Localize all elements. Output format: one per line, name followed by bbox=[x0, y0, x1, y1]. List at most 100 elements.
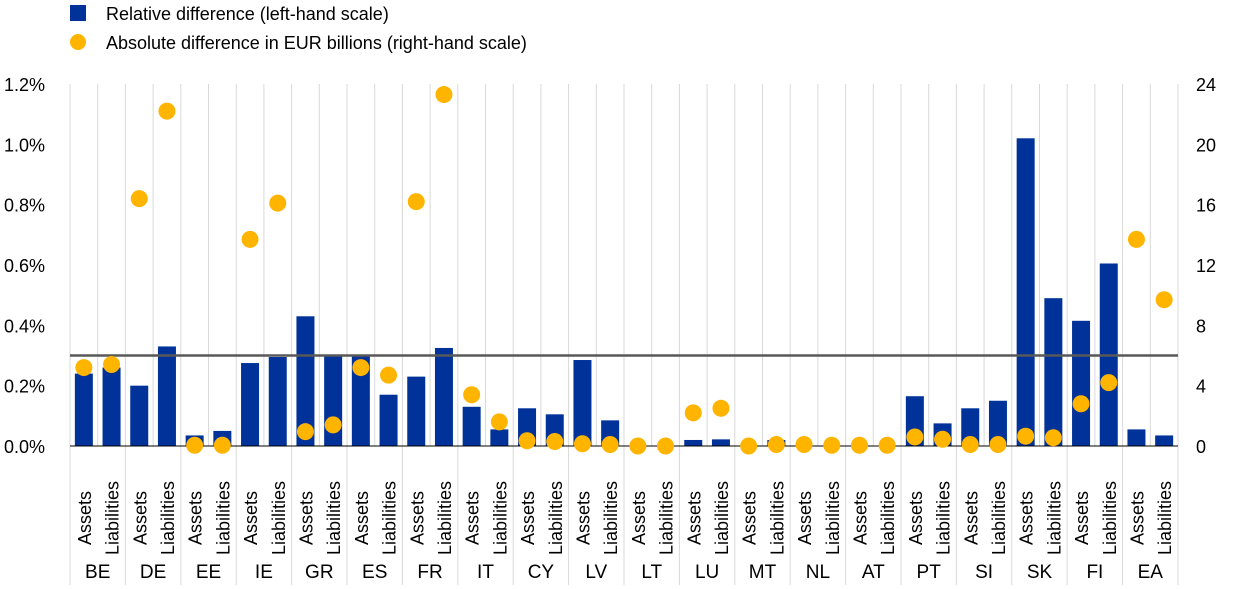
right-tick-label: 8 bbox=[1196, 316, 1206, 336]
dot bbox=[629, 437, 647, 455]
bar bbox=[434, 347, 453, 446]
dot bbox=[906, 428, 924, 446]
sub-category-label: Liabilities bbox=[324, 481, 344, 555]
country-label: IT bbox=[477, 562, 494, 583]
bar bbox=[988, 400, 1007, 446]
dots-layer bbox=[75, 86, 1173, 455]
bar bbox=[1155, 435, 1174, 446]
country-label: SI bbox=[975, 562, 993, 583]
dot bbox=[103, 356, 121, 374]
dot bbox=[324, 416, 342, 434]
country-label: FI bbox=[1086, 562, 1103, 583]
bar bbox=[961, 408, 980, 446]
sub-category-label: Assets bbox=[75, 491, 95, 545]
dot bbox=[352, 359, 370, 377]
legend-relative-label: Relative difference (left-hand scale) bbox=[106, 4, 389, 24]
sub-category-label: Liabilities bbox=[380, 481, 400, 555]
bar bbox=[157, 346, 176, 446]
dot bbox=[1100, 374, 1118, 392]
right-tick-label: 0 bbox=[1196, 437, 1206, 457]
sub-category-label: Liabilities bbox=[103, 481, 123, 555]
dot bbox=[158, 102, 176, 120]
dot bbox=[961, 435, 979, 453]
dot bbox=[601, 435, 619, 453]
dot bbox=[463, 386, 481, 404]
country-label: LV bbox=[585, 562, 607, 583]
dot bbox=[1155, 291, 1173, 309]
country-label: MT bbox=[749, 562, 777, 583]
dot bbox=[130, 190, 148, 208]
country-label: PT bbox=[917, 562, 942, 583]
bar bbox=[684, 439, 703, 446]
sub-category-label: Assets bbox=[961, 491, 981, 545]
sub-category-label: Liabilities bbox=[767, 481, 787, 555]
sub-category-label: Assets bbox=[795, 491, 815, 545]
sub-category-label: Liabilities bbox=[878, 481, 898, 555]
sub-category-label: Liabilities bbox=[269, 481, 289, 555]
country-label: LU bbox=[695, 562, 719, 583]
left-axis: 0.0% 0.2% 0.4% 0.6% 0.8% 1.0% 1.2% bbox=[4, 75, 45, 457]
country-label: BE bbox=[85, 562, 110, 583]
sub-category-label: Assets bbox=[850, 491, 870, 545]
legend-dot-swatch bbox=[70, 34, 86, 50]
country-label: ES bbox=[362, 562, 387, 583]
dot bbox=[518, 432, 536, 450]
bar bbox=[296, 316, 315, 446]
sub-category-label: Assets bbox=[740, 491, 760, 545]
sub-category-label: Assets bbox=[407, 491, 427, 545]
dot bbox=[740, 437, 758, 455]
right-tick-label: 20 bbox=[1196, 135, 1216, 155]
country-label: GR bbox=[305, 562, 334, 583]
sub-category-label: Liabilities bbox=[601, 481, 621, 555]
dot bbox=[241, 230, 259, 248]
dot bbox=[934, 430, 952, 448]
sub-category-label: Liabilities bbox=[1044, 481, 1064, 555]
sub-category-label: Assets bbox=[186, 491, 206, 545]
country-label: SK bbox=[1027, 562, 1053, 583]
sub-category-label: Liabilities bbox=[657, 481, 677, 555]
sub-category-label: Liabilities bbox=[213, 481, 233, 555]
x-axis: Assets Liabilities BE Assets Liabilities DE As… bbox=[75, 481, 1175, 583]
legend-bar-swatch bbox=[70, 5, 86, 21]
dot bbox=[1127, 230, 1145, 248]
country-label: CY bbox=[528, 562, 555, 583]
dot bbox=[657, 437, 675, 455]
dot bbox=[380, 366, 398, 384]
sub-category-label: Assets bbox=[130, 491, 150, 545]
bar bbox=[1016, 138, 1035, 447]
right-tick-label: 24 bbox=[1196, 75, 1216, 95]
bar bbox=[1044, 298, 1063, 446]
sub-category-label: Liabilities bbox=[934, 481, 954, 555]
dot bbox=[407, 193, 425, 211]
left-tick-label: 0.4% bbox=[4, 316, 45, 336]
dot bbox=[546, 432, 564, 450]
legend: Relative difference (left-hand scale) Ab… bbox=[70, 4, 527, 53]
dot bbox=[296, 423, 314, 441]
sub-category-label: Assets bbox=[518, 491, 538, 545]
bar bbox=[462, 406, 481, 446]
legend-absolute-label: Absolute difference in EUR billions (rig… bbox=[106, 33, 527, 53]
bar bbox=[573, 360, 592, 446]
dot bbox=[1044, 429, 1062, 447]
dot bbox=[823, 436, 841, 454]
dot bbox=[1017, 427, 1035, 445]
country-label: DE bbox=[140, 562, 166, 583]
left-tick-label: 0.6% bbox=[4, 256, 45, 276]
dot bbox=[684, 404, 702, 422]
sub-category-label: Assets bbox=[463, 491, 483, 545]
left-tick-label: 0.2% bbox=[4, 377, 45, 397]
left-tick-label: 1.0% bbox=[4, 135, 45, 155]
right-axis: 0 4 8 12 16 20 24 bbox=[1196, 75, 1216, 457]
sub-category-label: Liabilities bbox=[1100, 481, 1120, 555]
dot bbox=[1072, 395, 1090, 413]
left-tick-label: 0.8% bbox=[4, 196, 45, 216]
right-tick-label: 12 bbox=[1196, 256, 1216, 276]
sub-category-label: Assets bbox=[629, 491, 649, 545]
sub-category-label: Liabilities bbox=[823, 481, 843, 555]
dot bbox=[573, 435, 591, 453]
dot bbox=[878, 436, 896, 454]
dot bbox=[75, 359, 93, 377]
sub-category-label: Assets bbox=[1072, 491, 1092, 545]
dot bbox=[269, 194, 287, 212]
